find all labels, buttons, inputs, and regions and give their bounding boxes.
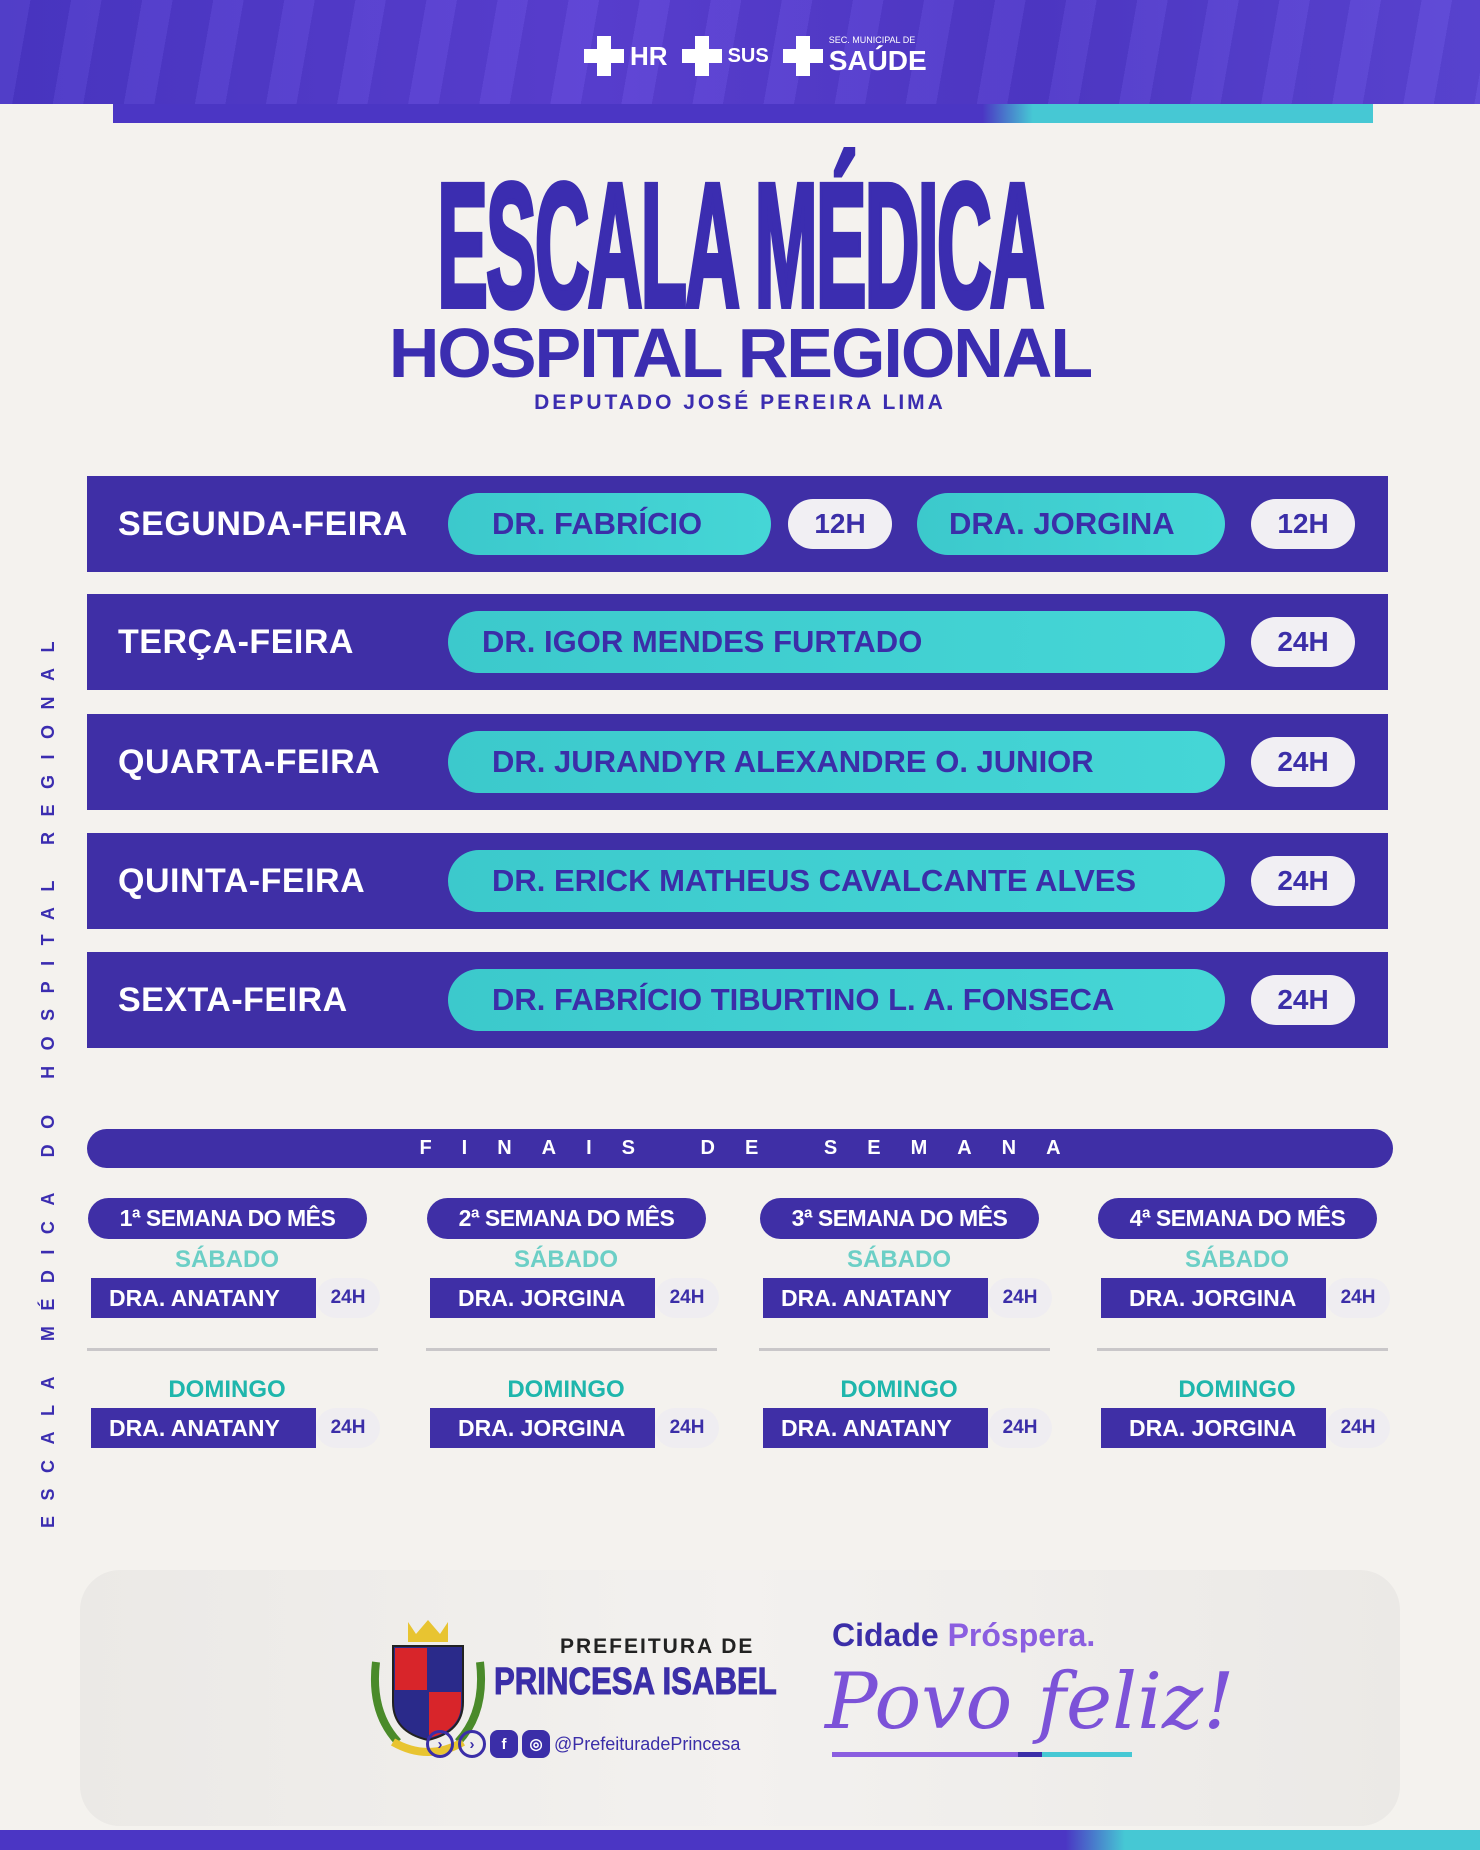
sunday-doctor: DRA. ANATANY <box>763 1408 988 1448</box>
weekend-header: FINAIS DE SEMANA <box>87 1129 1393 1168</box>
doctor-pill: DR. ERICK MATHEUS CAVALCANTE ALVES <box>448 850 1225 912</box>
schedule-row-wednesday: QUARTA-FEIRA DR. JURANDYR ALEXANDRE O. J… <box>87 714 1388 810</box>
sunday-label: DOMINGO <box>168 1376 286 1403</box>
slogan-part-bold: Próspera. <box>947 1617 1096 1653</box>
chevron-right-icon[interactable]: › <box>426 1730 454 1758</box>
sunday-doctor: DRA. ANATANY <box>91 1408 316 1448</box>
schedule-row-tuesday: TERÇA-FEIRA DR. IGOR MENDES FURTADO 24H <box>87 594 1388 690</box>
hours-badge: 24H <box>1251 617 1355 667</box>
week-label: 4ª SEMANA DO MÊS <box>1098 1198 1377 1239</box>
hours-badge: 24H <box>1251 737 1355 787</box>
slogan-part: Cidade <box>832 1617 948 1653</box>
day-label: QUINTA-FEIRA <box>118 861 366 900</box>
slogan-line-1: Cidade Próspera. <box>832 1618 1095 1652</box>
hours-badge: 24H <box>655 1408 719 1448</box>
hours-badge: 24H <box>1326 1408 1390 1448</box>
slogan-underline <box>832 1752 1132 1757</box>
city-crest-icon <box>370 1620 486 1756</box>
header-band <box>0 0 1480 104</box>
saturday-label: SÁBADO <box>513 1246 618 1273</box>
header-logos: HR SUS SEC. MUNICIPAL DE SAÚDE <box>584 28 927 84</box>
hours-badge: 24H <box>988 1278 1052 1318</box>
social-handle[interactable]: @PrefeituradePrincesa <box>554 1733 741 1754</box>
doctor-pill: DR. FABRÍCIO TIBURTINO L. A. FONSECA <box>448 969 1225 1031</box>
page-title: ESCALA MÉDICA <box>0 148 1480 344</box>
instagram-icon[interactable]: ◎ <box>522 1730 550 1758</box>
doctor-pill: DR. FABRÍCIO <box>448 493 771 555</box>
saturday-label: SÁBADO <box>846 1246 951 1273</box>
hours-badge: 24H <box>1251 975 1355 1025</box>
doctor-pill: DRA. JORGINA <box>917 493 1225 555</box>
vertical-caption: ESCALA MÉDICA DO HOSPITAL REGIONAL <box>38 625 58 1528</box>
week-label: 3ª SEMANA DO MÊS <box>760 1198 1039 1239</box>
day-label: SEGUNDA-FEIRA <box>118 504 408 543</box>
doctor-pill: DR. JURANDYR ALEXANDRE O. JUNIOR <box>448 731 1225 793</box>
hospital-name: DEPUTADO JOSÉ PEREIRA LIMA <box>534 391 946 414</box>
saturday-doctor: DRA. JORGINA <box>430 1278 655 1318</box>
hours-badge: 24H <box>316 1408 380 1448</box>
divider <box>87 1348 378 1351</box>
footer-card <box>80 1570 1400 1826</box>
social-links: › › f ◎ @PrefeituradePrincesa <box>426 1730 740 1758</box>
saturday-label: SÁBADO <box>174 1246 279 1273</box>
page-subtitle: HOSPITAL REGIONAL <box>388 314 1093 392</box>
prefeitura-label: PREFEITURA DE <box>560 1635 755 1658</box>
hours-badge: 24H <box>988 1408 1052 1448</box>
divider <box>426 1348 717 1351</box>
hours-badge: 24H <box>1251 856 1355 906</box>
saturday-doctor: DRA. ANATANY <box>763 1278 988 1318</box>
sunday-label: DOMINGO <box>1178 1376 1296 1403</box>
day-label: SEXTA-FEIRA <box>118 980 348 1019</box>
hours-badge: 12H <box>788 499 892 549</box>
doctor-pill: DR. IGOR MENDES FURTADO <box>448 611 1225 673</box>
sunday-label: DOMINGO <box>507 1376 625 1403</box>
prefeitura-name: PRINCESA ISABEL <box>494 1661 778 1703</box>
hours-badge: 12H <box>1251 499 1355 549</box>
cross-icon <box>584 36 624 76</box>
header-stripe <box>113 104 1373 123</box>
facebook-icon[interactable]: f <box>490 1730 518 1758</box>
chevron-right-icon[interactable]: › <box>458 1730 486 1758</box>
week-label: 2ª SEMANA DO MÊS <box>427 1198 706 1239</box>
day-label: QUARTA-FEIRA <box>118 742 381 781</box>
divider <box>1097 1348 1388 1351</box>
hours-badge: 24H <box>655 1278 719 1318</box>
slogan-line-2: Povo feliz! <box>825 1657 1235 1747</box>
day-label: TERÇA-FEIRA <box>118 622 354 661</box>
saturday-label: SÁBADO <box>1184 1246 1289 1273</box>
schedule-row-thursday: QUINTA-FEIRA DR. ERICK MATHEUS CAVALCANT… <box>87 833 1388 929</box>
schedule-row-monday: SEGUNDA-FEIRA DR. FABRÍCIO 12H DRA. JORG… <box>87 476 1388 572</box>
title-text: ESCALA MÉDICA <box>436 148 1046 344</box>
saude-logo: SEC. MUNICIPAL DE SAÚDE <box>782 35 927 77</box>
week-label: 1ª SEMANA DO MÊS <box>88 1198 367 1239</box>
schedule-row-friday: SEXTA-FEIRA DR. FABRÍCIO TIBURTINO L. A.… <box>87 952 1388 1048</box>
divider <box>759 1348 1050 1351</box>
hours-badge: 24H <box>1326 1278 1390 1318</box>
hours-badge: 24H <box>316 1278 380 1318</box>
bottom-stripe <box>0 1830 1480 1850</box>
sunday-doctor: DRA. JORGINA <box>1101 1408 1326 1448</box>
cross-icon <box>681 36 722 76</box>
saturday-doctor: DRA. JORGINA <box>1101 1278 1326 1318</box>
sunday-doctor: DRA. JORGINA <box>430 1408 655 1448</box>
sus-logo: SUS <box>681 36 769 76</box>
saturday-doctor: DRA. ANATANY <box>91 1278 316 1318</box>
sunday-label: DOMINGO <box>840 1376 958 1403</box>
cross-icon <box>782 36 823 76</box>
hr-logo: HR <box>584 36 668 76</box>
